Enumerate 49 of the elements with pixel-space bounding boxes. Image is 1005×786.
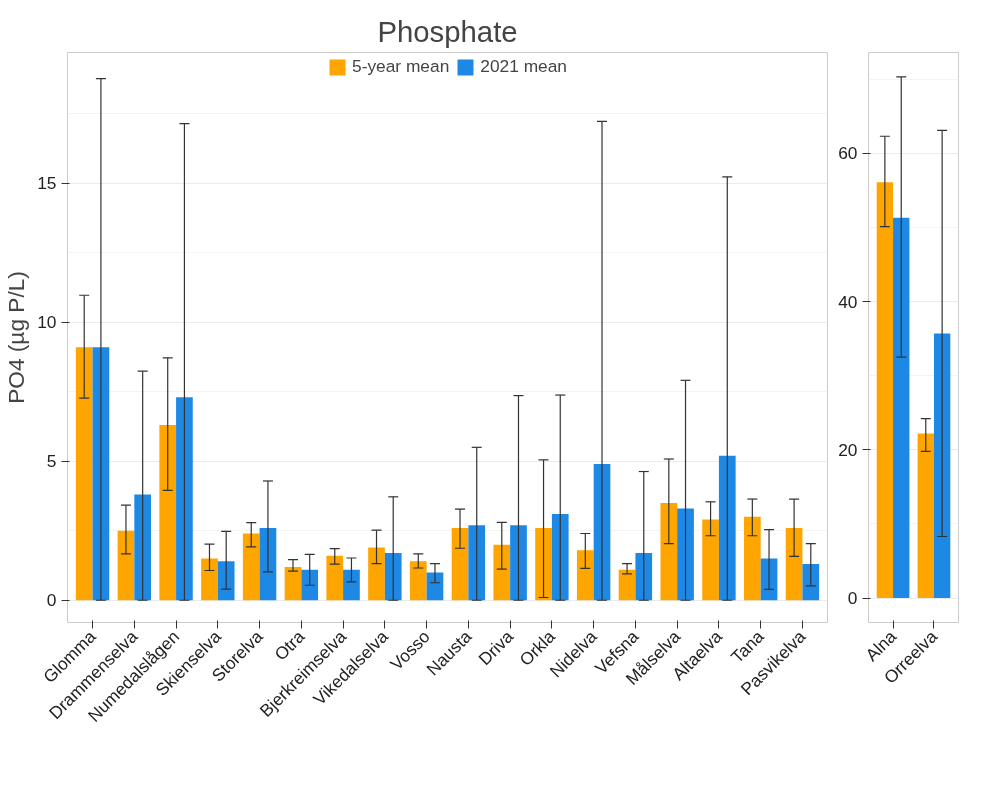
bar <box>75 347 93 601</box>
bar <box>284 566 302 601</box>
bar <box>217 561 235 601</box>
bar <box>451 527 469 601</box>
bar <box>660 502 678 601</box>
bar <box>426 572 444 601</box>
y-tick-label: 5 <box>46 451 57 472</box>
bar <box>242 533 260 601</box>
bar <box>635 552 653 601</box>
y-tick-label: 40 <box>838 291 858 312</box>
bar <box>933 333 951 599</box>
bar <box>493 544 511 601</box>
y-tick-label: 20 <box>838 439 858 460</box>
bar <box>618 569 636 601</box>
bar <box>301 569 319 601</box>
bar <box>409 561 427 601</box>
bar <box>468 525 486 601</box>
bar <box>343 569 360 601</box>
bar <box>718 455 736 601</box>
bar <box>677 508 694 601</box>
legend-label: 2021 mean <box>480 56 567 77</box>
chart-title: Phosphate <box>377 14 518 48</box>
bar <box>535 527 552 601</box>
bar <box>368 547 385 601</box>
y-tick-label: 10 <box>37 312 57 333</box>
bar <box>259 527 277 601</box>
bar <box>176 397 193 601</box>
bar <box>384 552 402 601</box>
bar <box>802 564 820 601</box>
bar <box>785 527 803 601</box>
bar <box>201 558 218 601</box>
y-tick-label: 15 <box>37 173 57 194</box>
bar <box>117 530 135 601</box>
bar <box>576 550 594 601</box>
bar <box>702 519 719 601</box>
bar <box>159 425 177 601</box>
y-tick-label: 0 <box>847 588 858 609</box>
y-axis-title: PO4 (µg P/L) <box>3 271 30 404</box>
legend-label: 5-year mean <box>352 56 450 77</box>
bar <box>326 555 344 601</box>
bar <box>134 494 152 601</box>
bar <box>743 516 761 601</box>
y-tick-label: 60 <box>838 143 858 164</box>
bar <box>917 433 934 599</box>
y-tick-label: 0 <box>46 590 57 611</box>
bar <box>876 182 894 599</box>
bar <box>510 525 527 601</box>
bar <box>893 217 910 599</box>
bar <box>551 514 569 601</box>
